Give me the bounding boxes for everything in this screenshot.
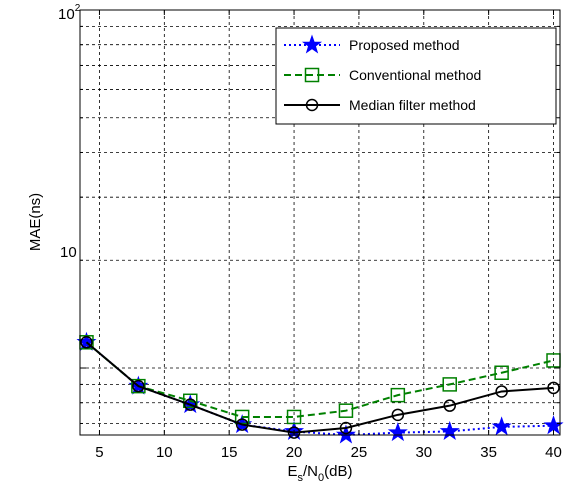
- x-tick-label: 5: [95, 444, 103, 461]
- data-point-1-7: [442, 377, 457, 392]
- data-point-2-9: [547, 381, 560, 395]
- x-tick-label: 10: [156, 444, 173, 461]
- data-point-2-1: [132, 379, 145, 393]
- data-point-1-2: [183, 393, 198, 409]
- data-point-2-7: [443, 399, 456, 412]
- data-point-1-6: [390, 387, 406, 403]
- data-point-2-5: [339, 421, 353, 435]
- legend-label-2: Median filter method: [349, 97, 476, 113]
- legend-items: Proposed method Conventional method Median…: [284, 34, 481, 113]
- data-point-2-4: [287, 426, 301, 439]
- x-tick-label: 15: [221, 444, 238, 461]
- data-point-2-3: [235, 418, 249, 431]
- series-2: [80, 336, 560, 439]
- x-axis-title: Es/N0(dB): [288, 463, 353, 484]
- data-point-1-3: [234, 409, 250, 425]
- y-tick-label-10: 10: [60, 244, 77, 261]
- legend-marker-0: [301, 34, 323, 54]
- legend-label-1: Conventional method: [349, 67, 481, 83]
- axis-ticks: 5 10 15 20 25 30 35 40: [80, 10, 562, 461]
- data-point-2-0: [80, 336, 93, 349]
- y-tick-label-100: 102: [58, 3, 81, 23]
- data-point-0-6: [387, 422, 408, 442]
- data-point-1-4: [286, 409, 302, 425]
- legend: Proposed method Conventional method Median…: [275, 27, 557, 125]
- legend-marker-2: [305, 98, 319, 112]
- data-point-2-6: [391, 408, 405, 422]
- data-point-2-8: [495, 385, 508, 398]
- data-point-0-8: [491, 416, 512, 436]
- legend-marker-1: [304, 67, 320, 83]
- x-tick-label: 35: [480, 444, 497, 461]
- plot-frame: [79, 9, 561, 436]
- legend-label-0: Proposed method: [349, 37, 460, 53]
- x-tick-label: 25: [351, 444, 368, 461]
- series-layer: [76, 331, 564, 444]
- x-tick-label: 20: [286, 444, 303, 461]
- data-point-1-5: [338, 403, 354, 418]
- series-line-1: [85, 341, 554, 418]
- data-point-1-1: [131, 378, 146, 394]
- series-1: [79, 335, 561, 425]
- data-point-1-8: [494, 365, 509, 381]
- data-point-2-2: [184, 398, 197, 411]
- series-line-2: [85, 341, 554, 434]
- y-axis-title: MAE(ns): [27, 193, 44, 251]
- x-tick-label: 40: [545, 444, 562, 461]
- x-tick-label: 30: [415, 444, 432, 461]
